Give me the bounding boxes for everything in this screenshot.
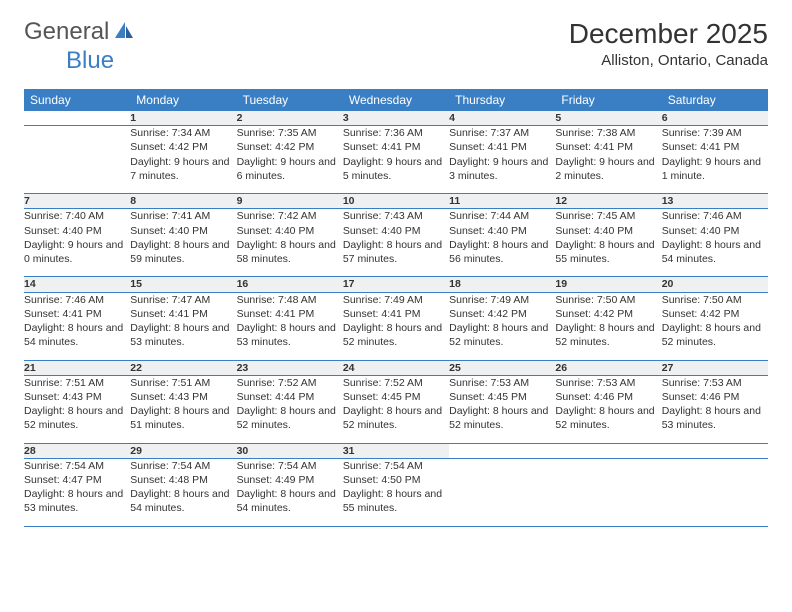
day-cell: Sunrise: 7:43 AMSunset: 4:40 PMDaylight:…: [343, 209, 449, 277]
day-cell: Sunrise: 7:54 AMSunset: 4:50 PMDaylight:…: [343, 458, 449, 526]
day-content-row: Sunrise: 7:54 AMSunset: 4:47 PMDaylight:…: [24, 458, 768, 526]
weekday-header: Thursday: [449, 89, 555, 111]
day-cell: Sunrise: 7:49 AMSunset: 4:42 PMDaylight:…: [449, 292, 555, 360]
day-cell: Sunrise: 7:54 AMSunset: 4:48 PMDaylight:…: [130, 458, 236, 526]
day-number: [662, 443, 768, 458]
day-number: 2: [237, 111, 343, 126]
day-cell: Sunrise: 7:53 AMSunset: 4:46 PMDaylight:…: [555, 375, 661, 443]
day-cell: Sunrise: 7:46 AMSunset: 4:41 PMDaylight:…: [24, 292, 130, 360]
day-number: 6: [662, 111, 768, 126]
day-number: 8: [130, 194, 236, 209]
day-cell: Sunrise: 7:51 AMSunset: 4:43 PMDaylight:…: [130, 375, 236, 443]
day-number-row: 28293031: [24, 443, 768, 458]
day-number: [449, 443, 555, 458]
day-content-row: Sunrise: 7:51 AMSunset: 4:43 PMDaylight:…: [24, 375, 768, 443]
weekday-header-row: Sunday Monday Tuesday Wednesday Thursday…: [24, 89, 768, 111]
day-cell: Sunrise: 7:53 AMSunset: 4:45 PMDaylight:…: [449, 375, 555, 443]
day-content-row: Sunrise: 7:34 AMSunset: 4:42 PMDaylight:…: [24, 126, 768, 194]
day-number: 28: [24, 443, 130, 458]
day-number: 26: [555, 360, 661, 375]
day-number: 14: [24, 277, 130, 292]
day-number: 18: [449, 277, 555, 292]
day-number: 11: [449, 194, 555, 209]
day-number: 16: [237, 277, 343, 292]
day-cell: Sunrise: 7:41 AMSunset: 4:40 PMDaylight:…: [130, 209, 236, 277]
brand-name-1: General: [24, 18, 109, 46]
day-number: 7: [24, 194, 130, 209]
day-cell: Sunrise: 7:49 AMSunset: 4:41 PMDaylight:…: [343, 292, 449, 360]
day-number: 29: [130, 443, 236, 458]
day-cell: Sunrise: 7:47 AMSunset: 4:41 PMDaylight:…: [130, 292, 236, 360]
location: Alliston, Ontario, Canada: [569, 52, 768, 69]
day-content-row: Sunrise: 7:46 AMSunset: 4:41 PMDaylight:…: [24, 292, 768, 360]
day-cell: Sunrise: 7:54 AMSunset: 4:47 PMDaylight:…: [24, 458, 130, 526]
day-cell: Sunrise: 7:45 AMSunset: 4:40 PMDaylight:…: [555, 209, 661, 277]
day-cell: Sunrise: 7:34 AMSunset: 4:42 PMDaylight:…: [130, 126, 236, 194]
day-cell: Sunrise: 7:46 AMSunset: 4:40 PMDaylight:…: [662, 209, 768, 277]
weekday-header: Friday: [555, 89, 661, 111]
day-cell: Sunrise: 7:40 AMSunset: 4:40 PMDaylight:…: [24, 209, 130, 277]
day-cell: [449, 458, 555, 526]
day-number: 30: [237, 443, 343, 458]
day-number: 13: [662, 194, 768, 209]
day-number: 12: [555, 194, 661, 209]
title-block: December 2025 Alliston, Ontario, Canada: [569, 18, 768, 69]
day-cell: Sunrise: 7:51 AMSunset: 4:43 PMDaylight:…: [24, 375, 130, 443]
weekday-header: Tuesday: [237, 89, 343, 111]
day-cell: Sunrise: 7:35 AMSunset: 4:42 PMDaylight:…: [237, 126, 343, 194]
day-number: 4: [449, 111, 555, 126]
day-number: 21: [24, 360, 130, 375]
day-cell: Sunrise: 7:38 AMSunset: 4:41 PMDaylight:…: [555, 126, 661, 194]
day-number-row: 123456: [24, 111, 768, 126]
brand-name-2: Blue: [66, 47, 114, 74]
weekday-header: Sunday: [24, 89, 130, 111]
day-cell: Sunrise: 7:50 AMSunset: 4:42 PMDaylight:…: [662, 292, 768, 360]
weekday-header: Saturday: [662, 89, 768, 111]
month-title: December 2025: [569, 18, 768, 50]
brand-logo: General: [24, 18, 139, 46]
day-cell: Sunrise: 7:48 AMSunset: 4:41 PMDaylight:…: [237, 292, 343, 360]
day-number: 20: [662, 277, 768, 292]
day-cell: Sunrise: 7:42 AMSunset: 4:40 PMDaylight:…: [237, 209, 343, 277]
day-number-row: 14151617181920: [24, 277, 768, 292]
day-content-row: Sunrise: 7:40 AMSunset: 4:40 PMDaylight:…: [24, 209, 768, 277]
day-number: [555, 443, 661, 458]
day-number: 9: [237, 194, 343, 209]
day-number: 25: [449, 360, 555, 375]
sail-icon: [113, 20, 135, 45]
day-number: 10: [343, 194, 449, 209]
day-number-row: 78910111213: [24, 194, 768, 209]
day-cell: Sunrise: 7:37 AMSunset: 4:41 PMDaylight:…: [449, 126, 555, 194]
day-cell: Sunrise: 7:44 AMSunset: 4:40 PMDaylight:…: [449, 209, 555, 277]
day-cell: [662, 458, 768, 526]
day-cell: Sunrise: 7:52 AMSunset: 4:45 PMDaylight:…: [343, 375, 449, 443]
day-number: 23: [237, 360, 343, 375]
day-number: 27: [662, 360, 768, 375]
day-cell: Sunrise: 7:50 AMSunset: 4:42 PMDaylight:…: [555, 292, 661, 360]
day-number: 1: [130, 111, 236, 126]
day-cell: Sunrise: 7:39 AMSunset: 4:41 PMDaylight:…: [662, 126, 768, 194]
day-cell: Sunrise: 7:36 AMSunset: 4:41 PMDaylight:…: [343, 126, 449, 194]
day-number: 22: [130, 360, 236, 375]
day-cell: [555, 458, 661, 526]
day-number-row: 21222324252627: [24, 360, 768, 375]
day-cell: [24, 126, 130, 194]
day-cell: Sunrise: 7:52 AMSunset: 4:44 PMDaylight:…: [237, 375, 343, 443]
day-cell: Sunrise: 7:53 AMSunset: 4:46 PMDaylight:…: [662, 375, 768, 443]
day-number: 17: [343, 277, 449, 292]
day-number: 19: [555, 277, 661, 292]
day-number: 5: [555, 111, 661, 126]
weekday-header: Wednesday: [343, 89, 449, 111]
day-number: 31: [343, 443, 449, 458]
day-number: 24: [343, 360, 449, 375]
day-number: [24, 111, 130, 126]
weekday-header: Monday: [130, 89, 236, 111]
calendar-table: Sunday Monday Tuesday Wednesday Thursday…: [24, 89, 768, 527]
day-number: 3: [343, 111, 449, 126]
day-number: 15: [130, 277, 236, 292]
day-cell: Sunrise: 7:54 AMSunset: 4:49 PMDaylight:…: [237, 458, 343, 526]
